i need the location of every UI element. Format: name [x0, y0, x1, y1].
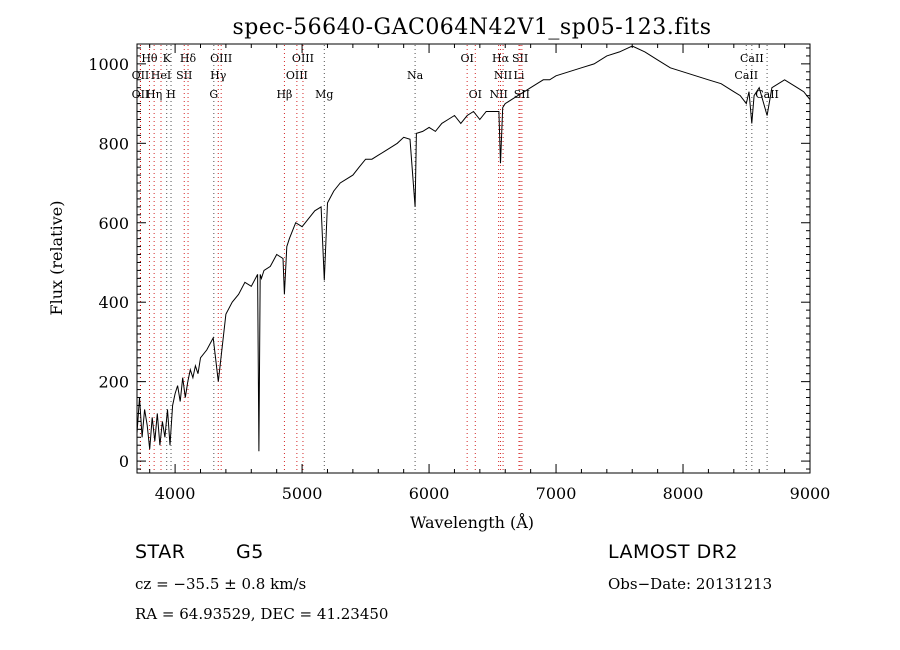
line-marker-label: SII: [176, 69, 192, 82]
y-tick-label: 200: [98, 373, 129, 392]
obs-date: Obs−Date: 20131213: [608, 575, 773, 593]
x-tick-label: 8000: [663, 484, 704, 503]
line-marker-label: H: [166, 88, 176, 101]
y-axis-label: Flux (relative): [47, 201, 66, 316]
survey-name: LAMOST DR2: [608, 541, 738, 563]
x-tick-label: 7000: [536, 484, 577, 503]
line-marker-label: NII: [494, 69, 512, 82]
line-marker-label: CaII: [755, 88, 779, 101]
y-tick-label: 800: [98, 134, 129, 153]
line-marker-label: G: [209, 88, 218, 101]
x-tick-label: 5000: [282, 484, 323, 503]
line-marker-label: Hδ: [180, 52, 197, 65]
coordinates: RA = 64.93529, DEC = 41.23450: [135, 605, 389, 623]
line-marker-label: NII: [489, 88, 507, 101]
line-marker-label: CaII: [734, 69, 758, 82]
line-marker-label: Hβ: [276, 88, 292, 101]
line-marker-label: OIII: [286, 69, 308, 82]
spectral-subclass: G5: [236, 541, 264, 563]
y-tick-label: 600: [98, 214, 129, 233]
line-marker-label: K: [163, 52, 172, 65]
line-marker-label: OII: [132, 69, 150, 82]
line-marker-label: HeI: [151, 69, 171, 82]
spectrum-line: [136, 45, 811, 452]
y-tick-label: 400: [98, 293, 129, 312]
line-marker-label: Hα: [492, 52, 510, 65]
y-tick-label: 1000: [88, 55, 129, 74]
axes: 4000 5000 6000 7000 8000 9000 0 200 400 600 800 100…: [88, 43, 831, 503]
line-marker-label: Hθ: [141, 52, 158, 65]
x-tick-label: 9000: [790, 484, 831, 503]
line-marker-label: Li: [514, 69, 525, 82]
line-marker-label: Na: [407, 69, 424, 82]
x-tick-label: 6000: [409, 484, 450, 503]
line-marker-label: Hη: [146, 88, 162, 101]
line-marker-label: OI: [469, 88, 482, 101]
line-marker-label: OIII: [292, 52, 314, 65]
x-axis-label: Wavelength (Å): [410, 512, 534, 532]
spectrum-series: [136, 45, 811, 452]
line-marker-label: CaII: [740, 52, 764, 65]
y-tick-label: 0: [119, 452, 129, 471]
line-marker-label: SII: [512, 52, 528, 65]
line-marker-label: Hγ: [210, 69, 227, 82]
line-marker-label: OIII: [210, 52, 232, 65]
x-tick-label: 4000: [155, 484, 196, 503]
redshift-text: cz = −35.5 ± 0.8 km/s: [135, 575, 307, 593]
line-marker-label: Mg: [315, 88, 333, 101]
line-marker-label: OII: [132, 88, 150, 101]
line-marker-label: OI: [460, 52, 473, 65]
chart-title: spec-56640-GAC064N42V1_sp05-123.fits: [232, 15, 711, 40]
object-type: STAR: [135, 541, 186, 563]
plot-frame: [136, 43, 811, 474]
